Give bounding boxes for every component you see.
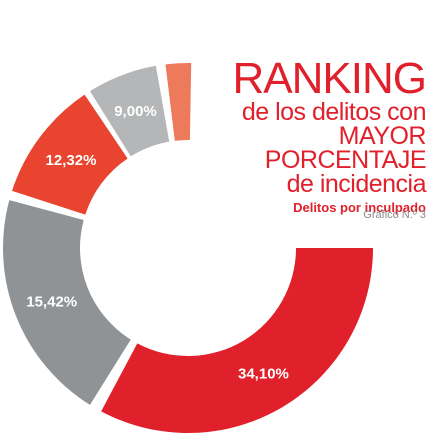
donut-labels: 34,10% 15,42% 12,32% 9,00%: [26, 103, 289, 382]
donut-slice-label-1: 34,10%: [238, 366, 289, 383]
chart-subtitle: Delitos por inculpado: [293, 200, 426, 215]
donut-slice-4: [89, 65, 170, 157]
donut-slice-label-3: 12,32%: [46, 152, 97, 169]
donut-slice-2: [2, 200, 131, 405]
chart-title-line-2: MAYOR PORCENTAJE: [264, 122, 427, 174]
donut-slice-1: [101, 248, 373, 433]
chart-number-caption: Gráfico N.º 3: [363, 209, 426, 221]
chart-title-block: RANKING de los delitos con MAYOR PORCENT…: [196, 54, 427, 218]
donut-slice-5: [165, 62, 192, 141]
donut-slice-3: [12, 94, 128, 215]
donut-slice-label-4: 9,00%: [114, 103, 157, 120]
chart-title-line-1: de los delitos con: [241, 98, 427, 126]
chart-title-line-3: de incidencia: [286, 170, 427, 198]
donut-slices: [2, 62, 373, 433]
chart-title-main: RANKING: [232, 54, 427, 103]
donut-slice-label-2: 15,42%: [26, 294, 77, 311]
